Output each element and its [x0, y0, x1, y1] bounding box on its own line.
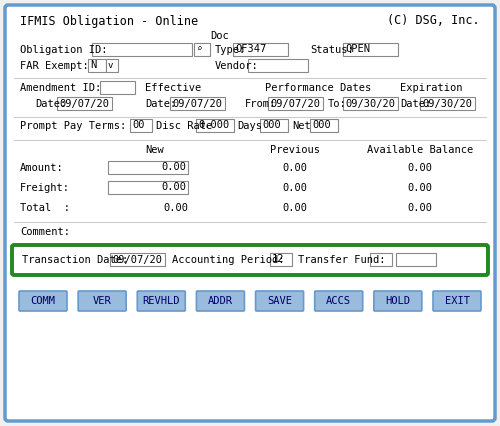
Text: Expiration: Expiration — [400, 83, 462, 93]
Text: REVHLD: REVHLD — [142, 296, 180, 306]
Text: 0.00: 0.00 — [408, 183, 432, 193]
Text: v: v — [108, 61, 114, 70]
Text: 0.00: 0.00 — [282, 183, 308, 193]
FancyBboxPatch shape — [108, 181, 188, 194]
Text: (C) DSG, Inc.: (C) DSG, Inc. — [388, 14, 480, 28]
Text: EXIT: EXIT — [444, 296, 469, 306]
Text: HOLD: HOLD — [386, 296, 410, 306]
Text: 0.00: 0.00 — [163, 203, 188, 213]
FancyBboxPatch shape — [196, 119, 234, 132]
FancyBboxPatch shape — [78, 291, 126, 311]
Text: ADDR: ADDR — [208, 296, 233, 306]
FancyBboxPatch shape — [130, 119, 152, 132]
Text: Amount:: Amount: — [20, 163, 64, 173]
Text: From:: From: — [245, 99, 276, 109]
FancyBboxPatch shape — [57, 97, 112, 110]
FancyBboxPatch shape — [343, 43, 398, 56]
Text: VER: VER — [93, 296, 112, 306]
Text: SAVE: SAVE — [267, 296, 292, 306]
Text: Transfer Fund:: Transfer Fund: — [298, 255, 386, 265]
FancyBboxPatch shape — [370, 253, 392, 266]
FancyBboxPatch shape — [374, 291, 422, 311]
Text: ⌕: ⌕ — [196, 45, 202, 54]
FancyBboxPatch shape — [256, 291, 304, 311]
Text: 0.00: 0.00 — [161, 182, 186, 193]
Text: 12: 12 — [272, 254, 284, 265]
Text: Previous: Previous — [270, 145, 320, 155]
Text: 000: 000 — [312, 121, 331, 130]
Text: Days: Days — [237, 121, 262, 131]
Text: New: New — [146, 145, 165, 155]
Text: 09/30/20: 09/30/20 — [422, 98, 472, 109]
FancyBboxPatch shape — [420, 97, 475, 110]
FancyBboxPatch shape — [170, 97, 225, 110]
Text: Date:: Date: — [145, 99, 176, 109]
FancyBboxPatch shape — [196, 291, 244, 311]
Text: Disc Rate: Disc Rate — [156, 121, 212, 131]
Text: Obligation ID:: Obligation ID: — [20, 45, 108, 55]
Text: 0.00: 0.00 — [161, 162, 186, 173]
FancyBboxPatch shape — [12, 245, 488, 275]
Text: OF347: OF347 — [235, 44, 266, 55]
Text: Date:: Date: — [35, 99, 66, 109]
Text: 0.00: 0.00 — [282, 203, 308, 213]
Text: Status:: Status: — [310, 45, 354, 55]
Text: 000: 000 — [262, 121, 281, 130]
FancyBboxPatch shape — [268, 97, 323, 110]
Text: OPEN: OPEN — [345, 44, 370, 55]
FancyBboxPatch shape — [138, 291, 186, 311]
FancyBboxPatch shape — [5, 5, 495, 421]
Text: Total  :: Total : — [20, 203, 70, 213]
FancyBboxPatch shape — [270, 253, 292, 266]
Text: Transaction Date:: Transaction Date: — [22, 255, 128, 265]
Text: 09/07/20: 09/07/20 — [59, 98, 109, 109]
FancyBboxPatch shape — [100, 81, 135, 94]
Text: COMM: COMM — [30, 296, 56, 306]
Text: Accounting Period:: Accounting Period: — [172, 255, 284, 265]
Text: 0.00: 0.00 — [282, 163, 308, 173]
Text: Date:: Date: — [400, 99, 431, 109]
Text: To:: To: — [328, 99, 347, 109]
Text: Prompt Pay Terms:: Prompt Pay Terms: — [20, 121, 126, 131]
FancyBboxPatch shape — [92, 43, 192, 56]
FancyBboxPatch shape — [248, 59, 308, 72]
Text: Effective: Effective — [145, 83, 201, 93]
FancyBboxPatch shape — [194, 43, 210, 56]
FancyBboxPatch shape — [19, 291, 67, 311]
Text: IFMIS Obligation - Online: IFMIS Obligation - Online — [20, 14, 198, 28]
Text: 09/07/20: 09/07/20 — [112, 254, 162, 265]
Text: 09/07/20: 09/07/20 — [172, 98, 222, 109]
FancyBboxPatch shape — [233, 43, 288, 56]
FancyBboxPatch shape — [433, 291, 481, 311]
Text: 0.00: 0.00 — [408, 163, 432, 173]
FancyBboxPatch shape — [108, 161, 188, 174]
Text: Net: Net — [292, 121, 311, 131]
Text: Type:: Type: — [215, 45, 246, 55]
Text: Amendment ID:: Amendment ID: — [20, 83, 101, 93]
Text: Available Balance: Available Balance — [367, 145, 473, 155]
Text: 09/30/20: 09/30/20 — [345, 98, 395, 109]
FancyBboxPatch shape — [314, 291, 362, 311]
Text: Vendor:: Vendor: — [215, 61, 259, 71]
FancyBboxPatch shape — [396, 253, 436, 266]
FancyBboxPatch shape — [260, 119, 288, 132]
Text: Freight:: Freight: — [20, 183, 70, 193]
Text: 0.00: 0.00 — [408, 203, 432, 213]
Text: N: N — [90, 60, 96, 70]
FancyBboxPatch shape — [310, 119, 338, 132]
Text: 0.000: 0.000 — [198, 121, 229, 130]
Text: Comment:: Comment: — [20, 227, 70, 237]
Text: 09/07/20: 09/07/20 — [270, 98, 320, 109]
Text: Performance Dates: Performance Dates — [265, 83, 371, 93]
FancyBboxPatch shape — [343, 97, 398, 110]
Text: FAR Exempt:: FAR Exempt: — [20, 61, 89, 71]
FancyBboxPatch shape — [110, 253, 165, 266]
FancyBboxPatch shape — [88, 59, 106, 72]
Text: Doc: Doc — [210, 31, 230, 41]
Text: 00: 00 — [132, 121, 144, 130]
Text: ACCS: ACCS — [326, 296, 351, 306]
FancyBboxPatch shape — [106, 59, 118, 72]
